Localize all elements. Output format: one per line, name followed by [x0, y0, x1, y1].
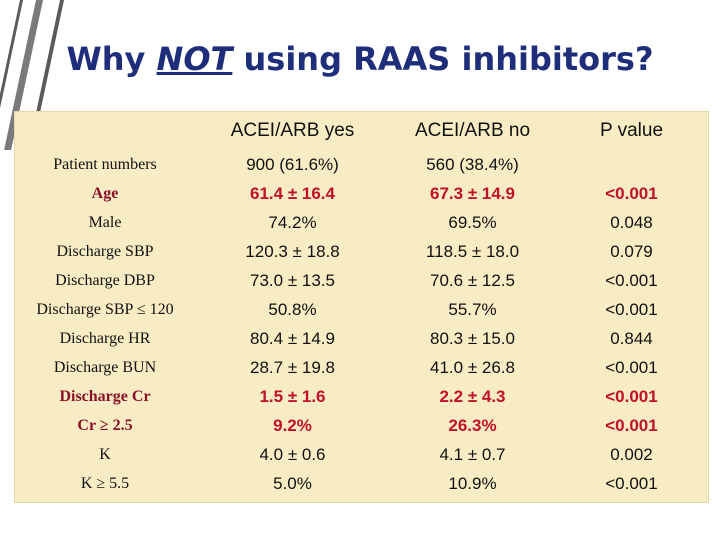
cell-no: 10.9% [448, 473, 497, 493]
header-cell-yes: ACEI/ARB yes [230, 120, 355, 141]
cell-p: <0.001 [605, 473, 658, 493]
row-label: Discharge DBP [55, 271, 155, 289]
table-row: Patient numbers 900 (61.6%) 560 (38.4%) [15, 150, 708, 179]
cell-yes: 74.2% [268, 212, 317, 232]
row-label: Cr ≥ 2.5 [77, 416, 133, 434]
row-label: Discharge HR [59, 329, 151, 347]
slide-title: Why NOT using RAAS inhibitors? [0, 40, 720, 78]
cell-p: 0.844 [610, 328, 653, 348]
cell-p: 0.079 [610, 241, 653, 261]
cell-yes: 61.4 ± 16.4 [250, 183, 335, 203]
table-row: Male 74.2% 69.5% 0.048 [15, 208, 708, 237]
table-row: Discharge SBP ≤ 120 50.8% 55.7% <0.001 [15, 295, 708, 324]
row-label: K ≥ 5.5 [80, 474, 130, 492]
cell-p: <0.001 [605, 386, 658, 406]
table-row: K 4.0 ± 0.6 4.1 ± 0.7 0.002 [15, 440, 708, 469]
cell-yes: 80.4 ± 14.9 [250, 328, 335, 348]
cell-yes: 73.0 ± 13.5 [250, 270, 335, 290]
table-row: Age 61.4 ± 16.4 67.3 ± 14.9 <0.001 [15, 179, 708, 208]
comparison-table: ACEI/ARB yes ACEI/ARB no P value Patient… [15, 112, 708, 498]
cell-no: 118.5 ± 18.0 [425, 241, 520, 261]
cell-p: <0.001 [605, 183, 658, 203]
cell-p: <0.001 [605, 415, 658, 435]
cell-yes: 50.8% [268, 299, 317, 319]
cell-p: <0.001 [605, 270, 658, 290]
table-row: Discharge SBP 120.3 ± 18.8 118.5 ± 18.0 … [15, 237, 708, 266]
table-panel [15, 112, 708, 502]
row-label: Discharge BUN [53, 358, 157, 376]
cell-no: 560 (38.4%) [426, 154, 519, 174]
row-label: K [99, 445, 111, 463]
cell-no: 2.2 ± 4.3 [439, 386, 506, 406]
cell-p: 0.048 [610, 212, 653, 232]
cell-no: 41.0 ± 26.8 [430, 357, 515, 377]
header-cell-no: ACEI/ARB no [414, 120, 531, 141]
cell-yes: 9.2% [273, 415, 312, 435]
cell-p: <0.001 [605, 299, 658, 319]
cell-no: 67.3 ± 14.9 [430, 183, 515, 203]
cell-no: 4.1 ± 0.7 [439, 444, 506, 464]
table-row: Cr ≥ 2.5 9.2% 26.3% <0.001 [15, 411, 708, 440]
row-label: Male [88, 213, 122, 231]
table-row: Discharge Cr 1.5 ± 1.6 2.2 ± 4.3 <0.001 [15, 382, 708, 411]
cell-yes: 28.7 ± 19.8 [250, 357, 335, 377]
header-cell-label [15, 112, 195, 150]
table-row: Discharge HR 80.4 ± 14.9 80.3 ± 15.0 0.8… [15, 324, 708, 353]
row-label: Discharge SBP [56, 242, 154, 260]
cell-yes: 900 (61.6%) [246, 154, 339, 174]
cell-no: 70.6 ± 12.5 [430, 270, 515, 290]
cell-yes: 5.0% [273, 473, 312, 493]
row-label: Discharge Cr [59, 387, 151, 405]
header-cell-p: P value [599, 120, 664, 141]
row-label: Age [91, 184, 119, 202]
cell-no: 69.5% [448, 212, 497, 232]
cell-p [555, 150, 708, 179]
table-row: Discharge BUN 28.7 ± 19.8 41.0 ± 26.8 <0… [15, 353, 708, 382]
cell-p: 0.002 [610, 444, 653, 464]
row-label: Patient numbers [53, 155, 157, 173]
cell-p: <0.001 [605, 357, 658, 377]
cell-yes: 120.3 ± 18.8 [245, 241, 340, 261]
cell-no: 26.3% [448, 415, 497, 435]
title-emphasis: NOT [156, 40, 233, 78]
cell-no: 80.3 ± 15.0 [430, 328, 515, 348]
row-label: Discharge SBP ≤ 120 [36, 300, 174, 318]
cell-yes: 1.5 ± 1.6 [259, 386, 326, 406]
cell-no: 55.7% [448, 299, 497, 319]
table-row: K ≥ 5.5 5.0% 10.9% <0.001 [15, 469, 708, 498]
table-row: Discharge DBP 73.0 ± 13.5 70.6 ± 12.5 <0… [15, 266, 708, 295]
title-pre: Why [66, 40, 157, 78]
header-row: ACEI/ARB yes ACEI/ARB no P value [15, 112, 708, 150]
title-post: using RAAS inhibitors? [232, 40, 654, 78]
cell-yes: 4.0 ± 0.6 [259, 444, 326, 464]
